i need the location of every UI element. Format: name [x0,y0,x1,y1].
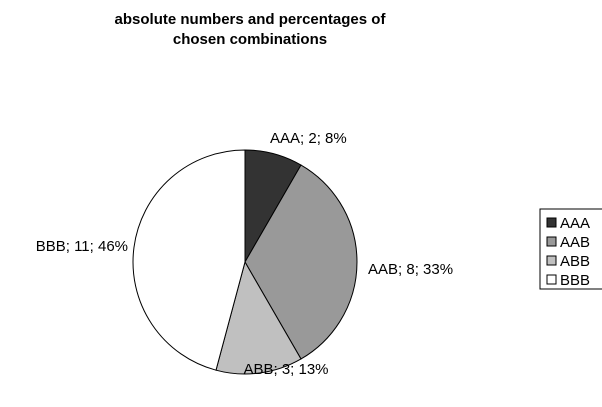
legend-swatch-bbb [546,274,557,285]
slice-label-bbb: BBB; 11; 46% [36,238,128,255]
legend-label-bbb: BBB [560,272,590,289]
pie-slice-aab [244,164,358,360]
slice-label-aab: AAB; 8; 33% [368,261,453,278]
legend-swatch-aaa [546,217,557,228]
legend-swatch-abb [546,255,557,266]
legend: AAA AAB ABB BBB [539,208,602,290]
legend-label-aab: AAB [560,234,590,251]
chart-title: absolute numbers and percentages of chos… [114,11,386,48]
legend-swatch-aab [546,236,557,247]
slice-label-aaa: AAA; 2; 8% [270,130,347,147]
slice-labels: AAA; 2; 8% AAB; 8; 33% ABB; 3; 13% BBB; 11;… [36,130,453,378]
legend-label-abb: ABB [560,253,590,270]
legend-label-aaa: AAA [560,215,590,232]
pie-slices [132,149,358,375]
pie-slice-abb [215,260,302,375]
pie-slice-bbb [132,149,246,371]
slice-label-abb: ABB; 3; 13% [243,361,328,378]
